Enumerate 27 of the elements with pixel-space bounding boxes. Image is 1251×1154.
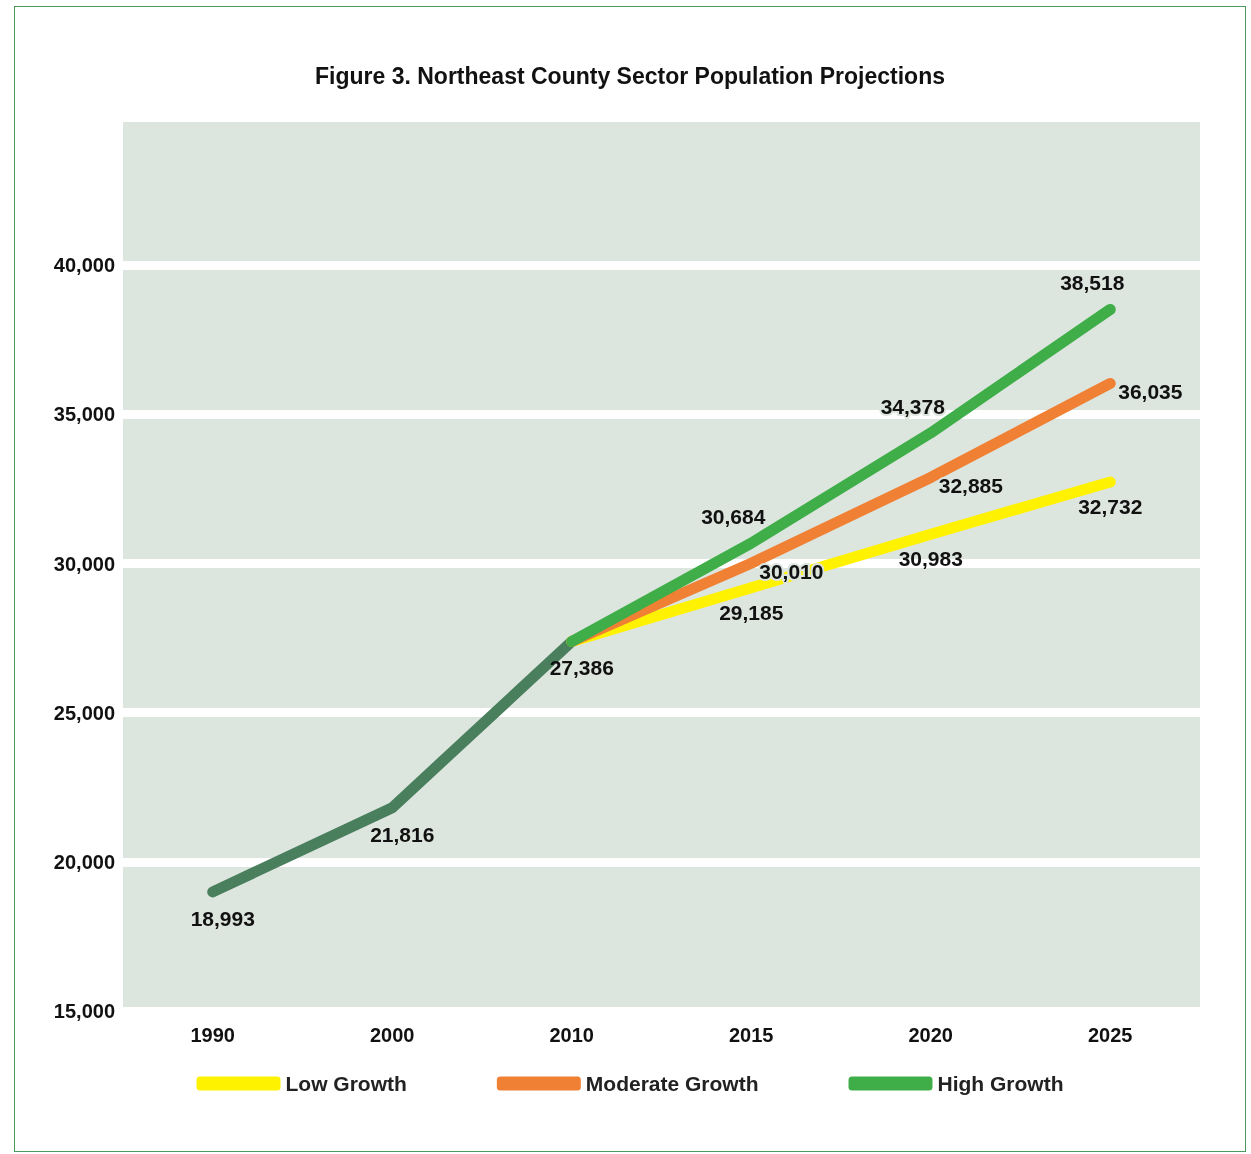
legend-label: Moderate Growth bbox=[585, 1072, 759, 1095]
data-label: 27,386 bbox=[549, 656, 614, 680]
x-tick-label: 2025 bbox=[1088, 1024, 1133, 1046]
legend-label: High Growth bbox=[937, 1072, 1064, 1095]
x-tick-label: 1990 bbox=[190, 1024, 235, 1046]
y-tick-label: 20,000 bbox=[53, 850, 115, 873]
data-label: 30,983 bbox=[898, 547, 963, 571]
x-tick-label: 2020 bbox=[908, 1024, 953, 1046]
y-tick-label: 35,000 bbox=[53, 403, 115, 426]
data-label: 18,993 bbox=[190, 906, 255, 930]
data-label: 38,518 bbox=[1060, 271, 1125, 295]
data-label: 36,035 bbox=[1118, 379, 1183, 403]
data-label: 32,732 bbox=[1078, 495, 1143, 519]
x-tick-label: 2010 bbox=[549, 1024, 594, 1046]
data-label: 30,684 bbox=[701, 505, 766, 529]
data-label: 21,816 bbox=[370, 822, 435, 846]
y-tick-label: 40,000 bbox=[53, 254, 115, 277]
x-tick-label: 2000 bbox=[370, 1024, 415, 1046]
y-tick-label: 25,000 bbox=[53, 701, 115, 724]
y-tick-label: 15,000 bbox=[53, 1000, 115, 1022]
y-tick-label: 30,000 bbox=[53, 552, 115, 575]
data-label: 29,185 bbox=[719, 600, 784, 624]
chart-title: Figure 3. Northeast County Sector Population Projections bbox=[314, 62, 946, 89]
x-tick-label: 2015 bbox=[729, 1024, 774, 1046]
data-label: 34,378 bbox=[880, 394, 946, 418]
data-label: 32,885 bbox=[938, 473, 1004, 497]
legend-label: Low Growth bbox=[285, 1072, 407, 1095]
